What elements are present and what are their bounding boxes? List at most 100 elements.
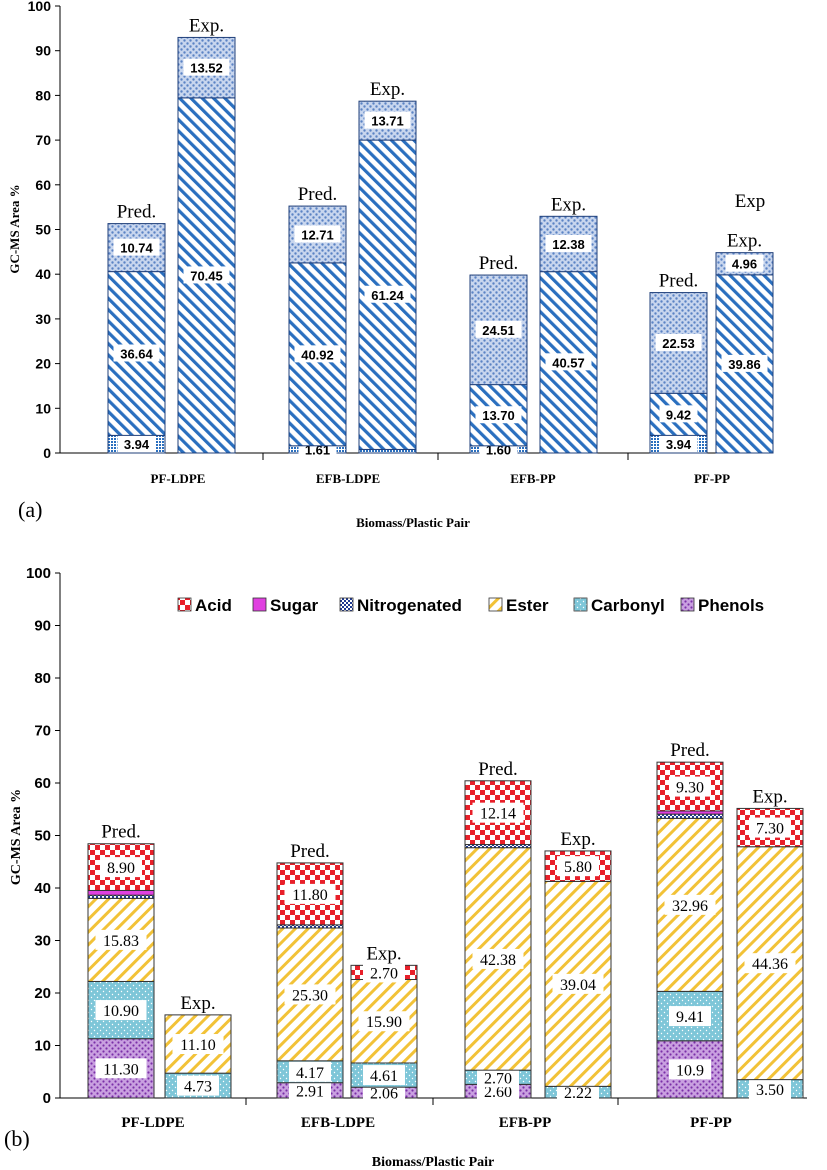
data-label-b: 32.96 (672, 898, 708, 915)
bar-annotation-b: Exp. (180, 993, 215, 1014)
data-label-bg-b (95, 1000, 147, 1021)
data-label-b: 44.36 (752, 956, 788, 973)
bar-annotation-b: Pred. (290, 841, 330, 862)
data-label-b: 12.14 (480, 806, 516, 823)
bar-annotation-b: Exp. (366, 943, 401, 964)
bar-annotation-b: Exp. (560, 829, 595, 850)
x-tick-label-b: PF-PP (690, 1115, 732, 1131)
data-label-bg-b (172, 1034, 224, 1055)
y-tick-label-a: 20 (35, 356, 51, 372)
data-label-bg-b (472, 802, 524, 823)
legend-swatch-sugar (252, 597, 267, 612)
data-label-b: 5.80 (564, 859, 592, 876)
data-label-bg-b (477, 1067, 519, 1088)
data-label-bg-b (664, 894, 716, 915)
data-label-b: 15.90 (366, 1014, 402, 1031)
data-label-bg-a (183, 58, 230, 76)
x-axis-label-b: Biomass/Plastic Pair (372, 1155, 495, 1170)
bar-annotation-a: Pred. (117, 202, 157, 223)
data-label-a: 22.53 (662, 336, 695, 351)
bar-annotation-b: Pred. (101, 822, 141, 843)
data-label-b: 2.91 (296, 1083, 324, 1100)
data-label-bg-a (294, 345, 341, 363)
y-tick-label-b: 100 (26, 565, 51, 582)
data-label-a: 39.86 (728, 357, 761, 372)
bar-annotation-b: Pred. (478, 759, 518, 780)
data-label-b: 39.04 (560, 977, 596, 994)
data-label-a: 10.74 (120, 241, 153, 256)
data-label-a: 13.52 (190, 61, 223, 76)
data-label-bg-b (557, 856, 599, 877)
data-label-a: 12.71 (301, 227, 334, 242)
data-label-b: 2.70 (370, 965, 398, 982)
data-label-bg-b (749, 1078, 791, 1099)
data-label-b: 8.90 (107, 860, 135, 877)
data-label-b: 10.90 (103, 1003, 139, 1020)
y-tick-label-b: 20 (34, 985, 51, 1002)
y-tick-label-b: 40 (34, 880, 51, 897)
bar-annotation-b: Pred. (670, 740, 710, 761)
x-tick-label-b: EFB-PP (499, 1115, 552, 1131)
data-label-bg-b (363, 1065, 405, 1086)
data-label-bg-a (475, 320, 522, 338)
data-label-bg-a (655, 333, 702, 351)
data-label-bg-b (100, 857, 142, 878)
data-label-bg-a (364, 285, 411, 303)
data-label-bg-a (659, 405, 698, 423)
bar-segment-sugar (87, 889, 155, 896)
data-label-a: 4.96 (732, 257, 757, 272)
y-tick-label-b: 30 (34, 933, 51, 950)
legend-label-carbonyl: Carbonyl (591, 596, 665, 615)
legend-label-ester: Ester (506, 596, 549, 615)
x-tick-label-a: EFB-PP (510, 471, 556, 486)
data-label-a: 3.94 (124, 437, 150, 452)
data-label-b: 4.17 (296, 1065, 324, 1082)
data-label-bg-a (113, 344, 160, 362)
y-tick-label-a: 10 (35, 400, 51, 416)
y-tick-label-a: 40 (35, 266, 51, 282)
data-label-bg-b (669, 1006, 711, 1027)
data-label-a: 36.64 (120, 346, 153, 361)
bar-annotation-a: Exp. (551, 194, 586, 215)
y-tick-label-b: 90 (34, 618, 51, 635)
bar-annotation-a: Pred. (298, 184, 338, 205)
y-tick-label-b: 50 (34, 828, 51, 845)
x-tick-label-b: PF-LDPE (121, 1115, 184, 1131)
data-label-bg-b (749, 817, 791, 838)
data-label-b: 2.70 (484, 1070, 512, 1087)
data-label-b: 9.41 (676, 1009, 704, 1026)
data-label-bg-a (721, 354, 768, 372)
data-label-b: 3.50 (756, 1082, 784, 1099)
bar-segment-a (358, 448, 417, 454)
data-label-bg-b (669, 776, 711, 797)
bar-annotation-a: Pred. (479, 253, 519, 274)
data-label-b: 7.30 (756, 821, 784, 838)
data-label-b: 4.73 (184, 1079, 212, 1096)
data-label-bg-b (472, 948, 524, 969)
y-axis-label-b: GC-MS Area % (9, 789, 24, 885)
data-label-bg-b (95, 1058, 147, 1079)
data-label-bg-b (358, 1011, 410, 1032)
data-label-bg-a (117, 435, 156, 453)
data-label-bg-a (475, 406, 522, 424)
data-label-bg-a (183, 266, 230, 284)
y-tick-label-b: 0 (43, 1090, 51, 1107)
bar-annotation-a: Exp. (189, 15, 224, 36)
y-tick-label-b: 60 (34, 775, 51, 792)
bar-annotation-a: Pred. (659, 271, 699, 292)
data-label-b: 25.30 (292, 987, 328, 1004)
data-label-a: 40.92 (301, 347, 334, 362)
data-label-bg-b (284, 883, 336, 904)
data-label-bg-b (552, 973, 604, 994)
data-label-bg-a (364, 111, 411, 129)
bar-segment-nitro (656, 813, 724, 819)
data-label-b: 10.9 (676, 1062, 704, 1079)
y-tick-label-b: 80 (34, 670, 51, 687)
data-label-bg-a (545, 353, 592, 371)
y-tick-label-a: 100 (28, 0, 52, 14)
y-tick-label-a: 90 (35, 43, 51, 59)
bar-annotation-a: Exp. (370, 79, 405, 100)
data-label-a: 70.45 (190, 268, 223, 283)
y-tick-label-a: 60 (35, 177, 51, 193)
